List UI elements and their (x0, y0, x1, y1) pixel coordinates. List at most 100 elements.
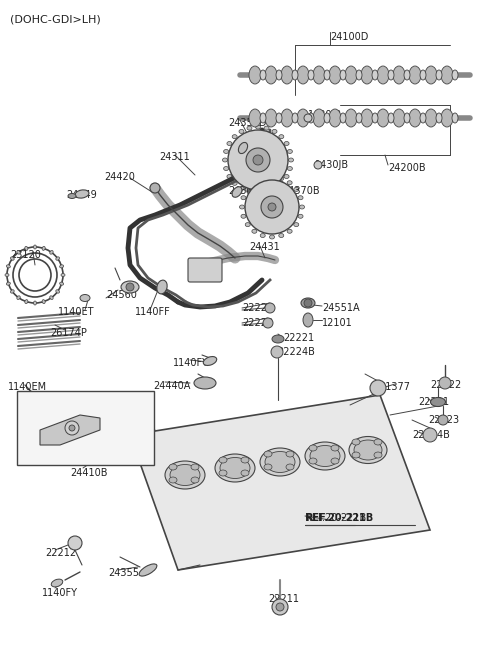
Ellipse shape (60, 265, 63, 268)
Text: 24440A: 24440A (153, 381, 191, 391)
Circle shape (439, 377, 451, 389)
Ellipse shape (388, 70, 394, 80)
Ellipse shape (241, 214, 246, 218)
Circle shape (68, 536, 82, 550)
Circle shape (69, 425, 75, 431)
Ellipse shape (269, 235, 275, 239)
Ellipse shape (245, 187, 250, 191)
Ellipse shape (324, 70, 330, 80)
Circle shape (126, 283, 134, 291)
Ellipse shape (223, 158, 228, 162)
Ellipse shape (409, 66, 421, 84)
Ellipse shape (165, 461, 205, 489)
Circle shape (150, 183, 160, 193)
Ellipse shape (425, 66, 437, 84)
Text: 26174P: 26174P (50, 328, 87, 338)
Ellipse shape (329, 66, 341, 84)
Ellipse shape (50, 250, 53, 254)
Ellipse shape (232, 181, 237, 185)
Text: 24412E: 24412E (55, 418, 92, 428)
Circle shape (423, 428, 437, 442)
Text: 22224B: 22224B (412, 430, 450, 440)
Ellipse shape (247, 190, 252, 194)
Ellipse shape (404, 113, 410, 123)
Ellipse shape (80, 295, 90, 301)
Ellipse shape (297, 109, 309, 127)
Ellipse shape (50, 296, 53, 299)
Ellipse shape (441, 66, 453, 84)
Ellipse shape (42, 246, 45, 250)
Ellipse shape (25, 246, 28, 250)
Text: 24551A: 24551A (322, 303, 360, 313)
Ellipse shape (232, 187, 242, 197)
Text: 12101: 12101 (322, 318, 353, 328)
Ellipse shape (68, 193, 76, 198)
Ellipse shape (436, 70, 442, 80)
Circle shape (263, 318, 273, 328)
Ellipse shape (239, 187, 244, 191)
Ellipse shape (420, 113, 426, 123)
Ellipse shape (260, 70, 266, 80)
Ellipse shape (241, 196, 246, 200)
Text: 22223: 22223 (242, 318, 273, 328)
Ellipse shape (281, 66, 293, 84)
Ellipse shape (374, 452, 382, 458)
Circle shape (304, 114, 312, 122)
Text: 24355: 24355 (108, 568, 139, 578)
Text: 1140FY: 1140FY (173, 358, 209, 368)
Ellipse shape (292, 70, 298, 80)
Ellipse shape (260, 113, 266, 123)
FancyBboxPatch shape (17, 391, 154, 465)
Ellipse shape (324, 113, 330, 123)
Ellipse shape (300, 205, 304, 209)
Circle shape (253, 155, 263, 165)
Ellipse shape (272, 335, 284, 343)
Text: 22222: 22222 (242, 303, 273, 313)
Text: 1140ET: 1140ET (58, 307, 95, 317)
Polygon shape (130, 395, 430, 570)
Ellipse shape (329, 109, 341, 127)
Ellipse shape (6, 282, 11, 285)
Text: 22223: 22223 (428, 415, 459, 425)
Circle shape (268, 203, 276, 211)
Ellipse shape (75, 190, 89, 198)
Ellipse shape (56, 290, 60, 293)
Ellipse shape (281, 109, 293, 127)
Ellipse shape (279, 181, 284, 185)
Ellipse shape (393, 66, 405, 84)
Ellipse shape (298, 196, 303, 200)
Text: 1430JB: 1430JB (315, 160, 349, 170)
Ellipse shape (219, 470, 227, 476)
Ellipse shape (224, 166, 228, 170)
Ellipse shape (191, 464, 199, 470)
Ellipse shape (227, 141, 232, 145)
Ellipse shape (265, 66, 277, 84)
Ellipse shape (303, 313, 313, 327)
Ellipse shape (331, 458, 339, 464)
Ellipse shape (309, 445, 317, 451)
Text: 22221: 22221 (418, 397, 449, 407)
Ellipse shape (377, 109, 389, 127)
Ellipse shape (301, 298, 315, 308)
Ellipse shape (287, 181, 292, 185)
Text: 1140FF: 1140FF (135, 307, 171, 317)
Ellipse shape (194, 377, 216, 389)
Text: REF.20-221B: REF.20-221B (305, 513, 373, 523)
Ellipse shape (60, 282, 63, 285)
Ellipse shape (309, 458, 317, 464)
Ellipse shape (393, 109, 405, 127)
Circle shape (245, 180, 299, 234)
Ellipse shape (287, 229, 292, 233)
Ellipse shape (420, 70, 426, 80)
Ellipse shape (349, 436, 387, 464)
Ellipse shape (331, 445, 339, 451)
Ellipse shape (356, 70, 362, 80)
Ellipse shape (139, 564, 157, 576)
Ellipse shape (121, 281, 139, 293)
Ellipse shape (305, 442, 345, 470)
Ellipse shape (264, 451, 272, 457)
Text: 1140EM: 1140EM (8, 382, 47, 392)
Ellipse shape (264, 190, 269, 194)
Ellipse shape (354, 440, 382, 460)
Circle shape (272, 599, 288, 615)
